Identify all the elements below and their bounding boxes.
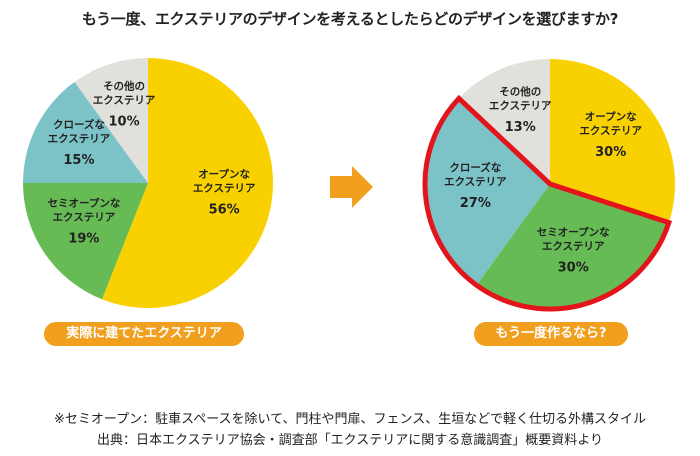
slice-value-label: 19%: [68, 232, 99, 247]
caption-actual: 実際に建てたエクステリア: [44, 322, 244, 346]
slice-label: その他の: [103, 79, 145, 92]
caption-next-time: もう一度作るなら?: [474, 322, 628, 346]
slice-value-label: 30%: [595, 145, 626, 160]
pie-slice-semi: [476, 184, 669, 310]
pie-slice-open: [550, 59, 676, 223]
slice-label: エクステリア: [193, 183, 256, 195]
pie-slice-closed: [23, 81, 148, 183]
slice-label: セミオープンな: [537, 225, 610, 238]
slice-value-label: 10%: [108, 114, 139, 129]
slice-label: その他の: [499, 85, 541, 98]
slice-value-label: 15%: [63, 153, 94, 168]
slice-value-label: 13%: [505, 120, 536, 135]
footnote-definition: ※セミオープン：駐車スペースを除いて、門柱や門扉、フェンス、生垣などで軽く仕切る…: [54, 412, 646, 427]
pie-slice-other: [74, 58, 148, 183]
arrow-icon: [330, 166, 373, 208]
slice-label: エクステリア: [48, 133, 111, 145]
slice-label: クローズな: [449, 161, 501, 174]
slice-value-label: 56%: [209, 203, 240, 218]
highlight-outline: [422, 94, 673, 312]
slice-label: オープンな: [585, 110, 637, 123]
pie-slice-closed: [425, 98, 550, 286]
pie-slice-other: [458, 59, 550, 184]
slice-label: エクステリア: [93, 94, 156, 106]
slice-label: セミオープンな: [47, 197, 120, 210]
page-title: もう一度、エクステリアのデザインを考えるとしたらどのデザインを選びますか?: [81, 10, 619, 28]
slice-label: エクステリア: [579, 125, 642, 137]
footnote-source: 出典：日本エクステリア協会・調査部「エクステリアに関する意識調査」概要資料より: [97, 433, 603, 448]
slice-label: エクステリア: [542, 240, 605, 252]
pie-slice-semi: [23, 183, 148, 300]
slice-value-label: 30%: [558, 260, 589, 275]
slice-value-label: 27%: [460, 196, 491, 211]
slice-label: オープンな: [198, 168, 250, 181]
slice-label: クローズな: [53, 118, 105, 131]
slice-label: エクステリア: [444, 176, 507, 188]
slice-label: エクステリア: [489, 100, 552, 112]
pie-slice-open: [101, 58, 273, 308]
slice-label: エクステリア: [53, 212, 116, 224]
